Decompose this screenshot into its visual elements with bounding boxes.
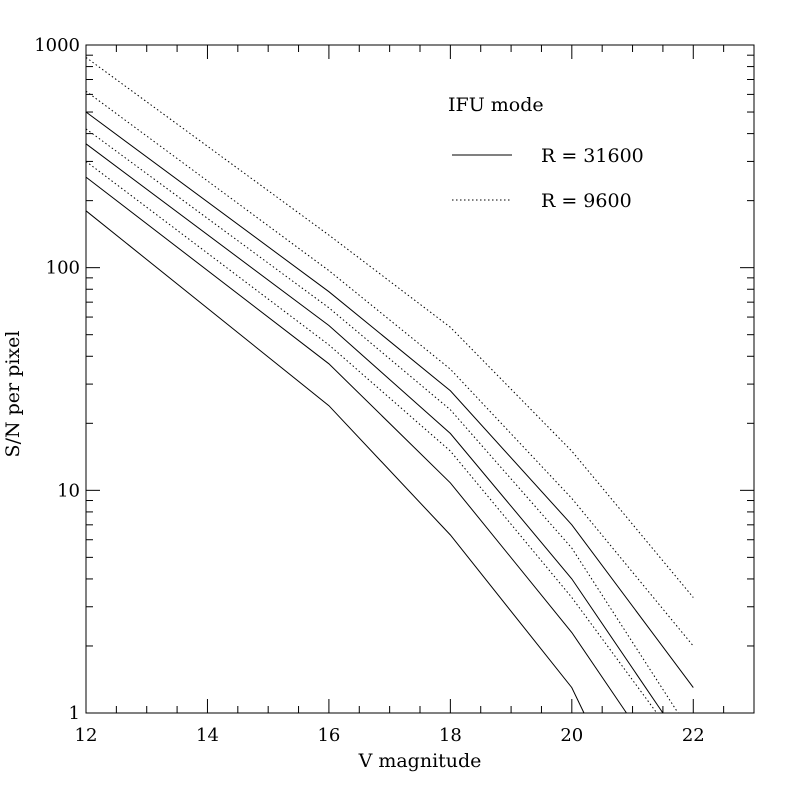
legend-label-r9600: R = 9600 — [541, 190, 632, 212]
x-tick-label: 18 — [439, 725, 462, 746]
x-tick-label: 12 — [75, 725, 98, 746]
series-line-dotted-4 — [85, 161, 658, 714]
series-line-solid-3 — [85, 111, 694, 688]
x-tick-label: 20 — [560, 725, 583, 746]
series-layer — [85, 56, 694, 714]
series-line-solid-0 — [85, 210, 585, 714]
y-tick-label: 100 — [46, 258, 80, 279]
y-tick-label: 10 — [57, 480, 80, 501]
legend-label-r31600: R = 31600 — [541, 145, 644, 167]
series-line-dotted-6 — [85, 90, 694, 647]
legend: IFU mode R = 31600 R = 9600 — [448, 94, 644, 212]
series-line-dotted-5 — [85, 128, 679, 714]
series-line-dotted-7 — [85, 56, 694, 598]
y-tick-label: 1000 — [34, 35, 80, 56]
plot-frame — [85, 44, 755, 714]
y-axis-ticks: 1 10 100 1000 — [34, 35, 80, 724]
series-line-solid-1 — [85, 176, 627, 714]
x-axis-label: V magnitude — [358, 750, 482, 772]
series-line-solid-2 — [85, 143, 664, 714]
x-axis-ticks: 12 14 16 18 20 22 — [75, 725, 705, 746]
x-tick-label: 22 — [682, 725, 705, 746]
x-tick-label: 16 — [317, 725, 340, 746]
minor-ticks — [85, 45, 755, 714]
x-tick-label: 14 — [196, 725, 219, 746]
y-axis-label: S/N per pixel — [2, 331, 24, 458]
legend-title: IFU mode — [448, 94, 544, 116]
y-tick-label: 1 — [69, 703, 80, 724]
